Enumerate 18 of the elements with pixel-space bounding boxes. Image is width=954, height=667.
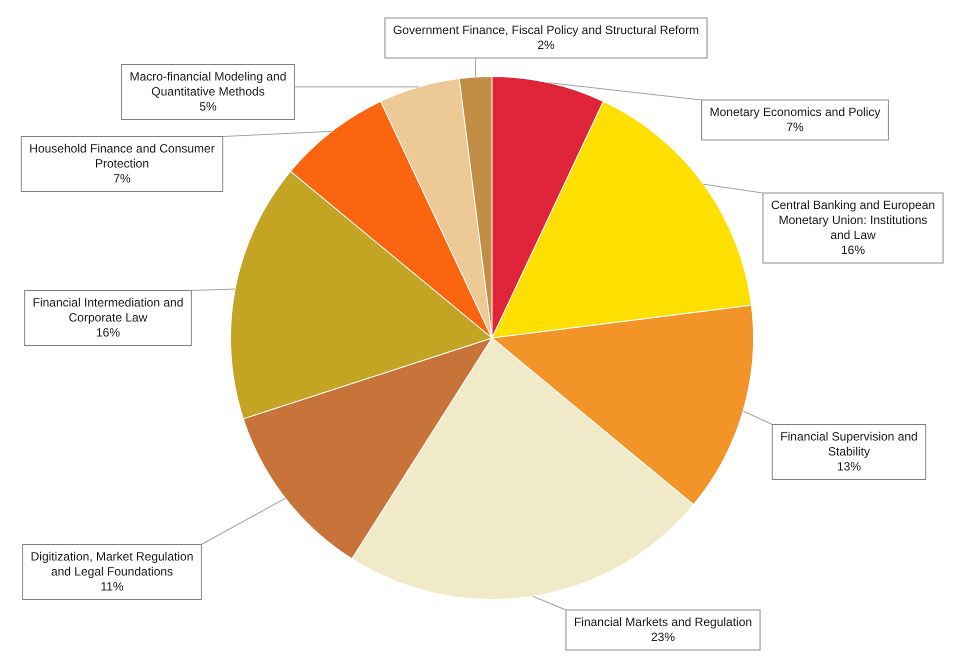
data-label: 13% — [836, 459, 862, 474]
data-label: 5% — [199, 99, 217, 114]
slice-label: Financial Markets and Regulation — [574, 614, 752, 629]
data-label: 11% — [100, 579, 124, 594]
data-label: 7% — [786, 120, 804, 134]
slice-label: Macro-financial Modeling and Quantitative Methods — [130, 69, 286, 98]
slice-label: Digitization, Market Regulation and Legal Foundations — [30, 549, 194, 578]
data-label: 23% — [650, 630, 676, 644]
data-label: 2% — [537, 38, 555, 52]
slice-label: Monetary Economics and Policy — [710, 104, 880, 119]
slice-label: Household Finance and Consumer Protection — [29, 141, 215, 170]
slice-label: Central Banking and European Monetary Union: Institutions and Law — [770, 198, 936, 242]
data-label: 7% — [113, 171, 131, 186]
slice-label: Government Finance, Fiscal Policy and Structural Reform — [392, 22, 700, 37]
slice-label: Financial Intermediation and Corporate Law — [32, 295, 184, 324]
data-label: 16% — [840, 242, 866, 257]
slice-label: Financial Supervision and Stability — [780, 429, 918, 458]
data-label: 16% — [96, 325, 120, 340]
